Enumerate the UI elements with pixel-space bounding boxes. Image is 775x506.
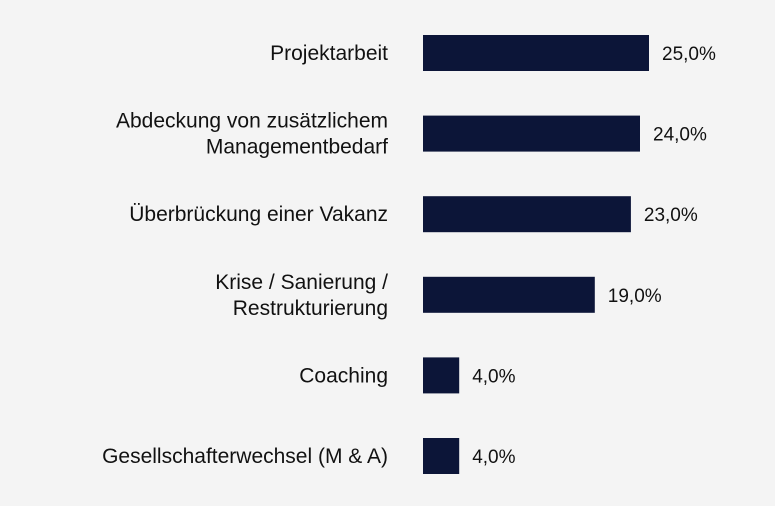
category-label-line: Coaching (299, 364, 388, 387)
bar-5 (423, 357, 460, 394)
value-label-6: 4,0% (472, 447, 515, 468)
category-label-line: Krise / Sanierung / (215, 271, 388, 294)
value-label-3: 23,0% (644, 205, 698, 226)
category-label-1: Projektarbeit (270, 42, 388, 65)
bar-4 (423, 276, 595, 313)
category-label-line: Überbrückung einer Vakanz (129, 203, 388, 226)
category-label-line: Restrukturierung (233, 297, 388, 320)
category-label-3: Überbrückung einer Vakanz (129, 203, 388, 226)
bar-2 (423, 115, 640, 152)
bar-3 (423, 196, 631, 233)
category-label-2: Abdeckung von zusätzlichem Managementbeda… (116, 110, 388, 159)
bar-6 (423, 438, 460, 474)
bar-1 (423, 35, 649, 71)
value-label-1: 25,0% (662, 44, 716, 65)
category-label-line: Abdeckung von zusätzlichem (116, 110, 388, 133)
category-label-line: Gesellschafterwechsel (M & A) (102, 445, 388, 468)
category-label-line: Managementbedarf (206, 136, 388, 159)
category-label-4: Krise / Sanierung / Restrukturierung (215, 271, 388, 320)
category-label-5: Coaching (299, 364, 388, 387)
value-label-2: 24,0% (653, 125, 707, 146)
category-label-line: Projektarbeit (270, 42, 388, 65)
value-label-4: 19,0% (608, 286, 662, 307)
category-label-6: Gesellschafterwechsel (M & A) (102, 445, 388, 468)
value-label-5: 4,0% (472, 366, 515, 387)
